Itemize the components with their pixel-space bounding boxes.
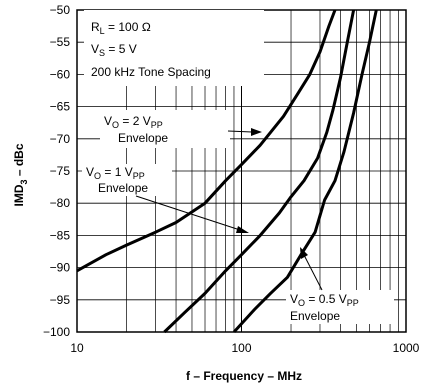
arrow-2vpp-head <box>251 128 262 136</box>
label-05vpp-bg <box>286 290 394 324</box>
conditions-box-bg <box>84 10 264 86</box>
arrow-2vpp-line <box>227 130 253 133</box>
series-label-1vpp: VO = 1 VPP <box>86 165 145 181</box>
rl-condition: RL = 100 Ω <box>91 20 151 36</box>
y-tick-label: −95 <box>50 293 71 307</box>
y-tick-label: −80 <box>50 196 71 210</box>
y-axis-title: IMD3 – dBc <box>12 143 29 206</box>
x-tick-label: 1000 <box>393 341 420 355</box>
series-line-1 <box>163 9 356 334</box>
y-tick-label: −60 <box>50 67 71 81</box>
label-1vpp-bg <box>82 164 172 196</box>
series-label-1vpp-envelope: Envelope <box>98 181 148 195</box>
y-tick-label: −70 <box>50 132 71 146</box>
x-axis-title: f – Frequency – MHz <box>186 369 302 383</box>
tick-labels: −100 −95 −90 −85 −80 −75 −70 −65 −60 −55 −50 10 100 1… <box>43 3 420 355</box>
x-tick-label: 10 <box>70 341 84 355</box>
y-tick-label: −65 <box>50 100 71 114</box>
y-tick-label: −100 <box>43 325 70 339</box>
series-line-2 <box>232 9 378 334</box>
label-2vpp-bg <box>100 110 230 148</box>
tone-spacing-condition: 200 kHz Tone Spacing <box>91 65 211 79</box>
series-label-05vpp-envelope: Envelope <box>290 309 340 323</box>
vs-condition: VS = 5 V <box>91 42 137 58</box>
series-line-0 <box>76 9 337 273</box>
y-tick-label: −55 <box>50 35 71 49</box>
series-label-2vpp: VO = 2 VPP <box>104 114 163 130</box>
series-label-05vpp: VO = 0.5 VPP <box>290 292 359 308</box>
series-label-2vpp-envelope: Envelope <box>118 131 168 145</box>
y-tick-label: −85 <box>50 228 71 242</box>
arrow-1vpp-head <box>236 226 249 233</box>
arrow-05vpp-line <box>303 254 323 291</box>
data-series <box>76 9 378 334</box>
y-tick-label: −90 <box>50 261 71 275</box>
y-tick-label: −75 <box>50 164 71 178</box>
x-tick-label: 100 <box>231 341 251 355</box>
arrow-1vpp-line <box>135 195 241 231</box>
y-tick-label: −50 <box>50 3 71 17</box>
arrow-05vpp-head <box>300 247 308 259</box>
